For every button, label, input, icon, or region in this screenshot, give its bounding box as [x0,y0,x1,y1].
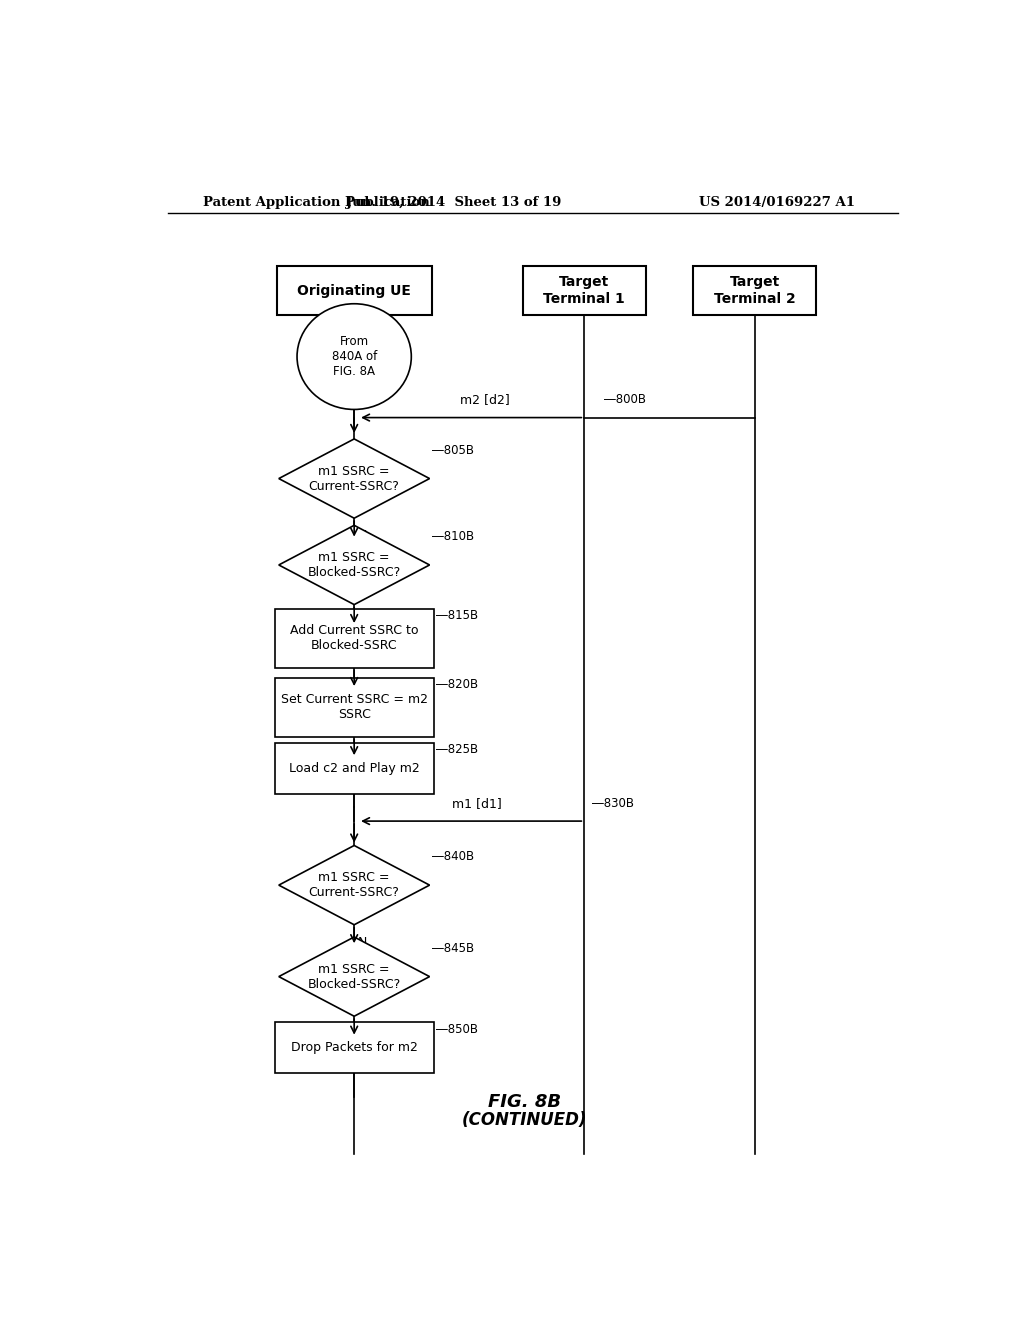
FancyBboxPatch shape [274,677,433,737]
Text: Y: Y [358,1027,366,1040]
FancyBboxPatch shape [274,1022,433,1073]
Text: m2 [d2]: m2 [d2] [460,393,510,407]
Text: m1 SSRC =
Current-SSRC?: m1 SSRC = Current-SSRC? [309,871,399,899]
Text: Add Current SSRC to
Blocked-SSRC: Add Current SSRC to Blocked-SSRC [290,624,419,652]
FancyBboxPatch shape [274,743,433,793]
Text: Load c2 and Play m2: Load c2 and Play m2 [289,762,420,775]
Text: ―810B: ―810B [432,531,474,543]
Text: m1 [d1]: m1 [d1] [453,797,502,810]
Text: N: N [358,529,368,543]
FancyBboxPatch shape [693,267,816,315]
Text: (CONTINUED): (CONTINUED) [462,1111,588,1129]
Text: ―800B: ―800B [604,393,646,407]
Text: Jun. 19, 2014  Sheet 13 of 19: Jun. 19, 2014 Sheet 13 of 19 [346,195,561,209]
Text: Target
Terminal 2: Target Terminal 2 [714,276,796,306]
Text: Target
Terminal 1: Target Terminal 1 [544,276,626,306]
Text: Originating UE: Originating UE [297,284,411,297]
Text: ―850B: ―850B [436,1023,478,1036]
Text: Set Current SSRC = m2
SSRC: Set Current SSRC = m2 SSRC [281,693,428,721]
Text: Drop Packets for m2: Drop Packets for m2 [291,1041,418,1055]
Text: Patent Application Publication: Patent Application Publication [204,195,430,209]
Text: FIG. 8B: FIG. 8B [488,1093,561,1110]
Text: ―830B: ―830B [592,797,634,810]
Polygon shape [279,525,430,605]
Ellipse shape [297,304,412,409]
Text: N: N [358,936,368,949]
Text: ―825B: ―825B [436,743,478,756]
Text: US 2014/0169227 A1: US 2014/0169227 A1 [699,195,855,209]
Text: m1 SSRC =
Blocked-SSRC?: m1 SSRC = Blocked-SSRC? [307,962,400,990]
Text: m1 SSRC =
Blocked-SSRC?: m1 SSRC = Blocked-SSRC? [307,550,400,579]
Text: ―820B: ―820B [436,678,478,692]
Text: ―840B: ―840B [432,850,474,863]
FancyBboxPatch shape [274,609,433,668]
FancyBboxPatch shape [523,267,646,315]
Polygon shape [279,846,430,925]
Text: ―805B: ―805B [432,444,474,457]
Text: N: N [358,616,368,628]
FancyBboxPatch shape [276,267,431,315]
Text: ―815B: ―815B [436,610,478,622]
Text: m1 SSRC =
Current-SSRC?: m1 SSRC = Current-SSRC? [309,465,399,492]
Polygon shape [279,440,430,519]
Polygon shape [279,937,430,1016]
Text: ―845B: ―845B [432,941,474,954]
Text: From
840A of
FIG. 8A: From 840A of FIG. 8A [332,335,377,378]
